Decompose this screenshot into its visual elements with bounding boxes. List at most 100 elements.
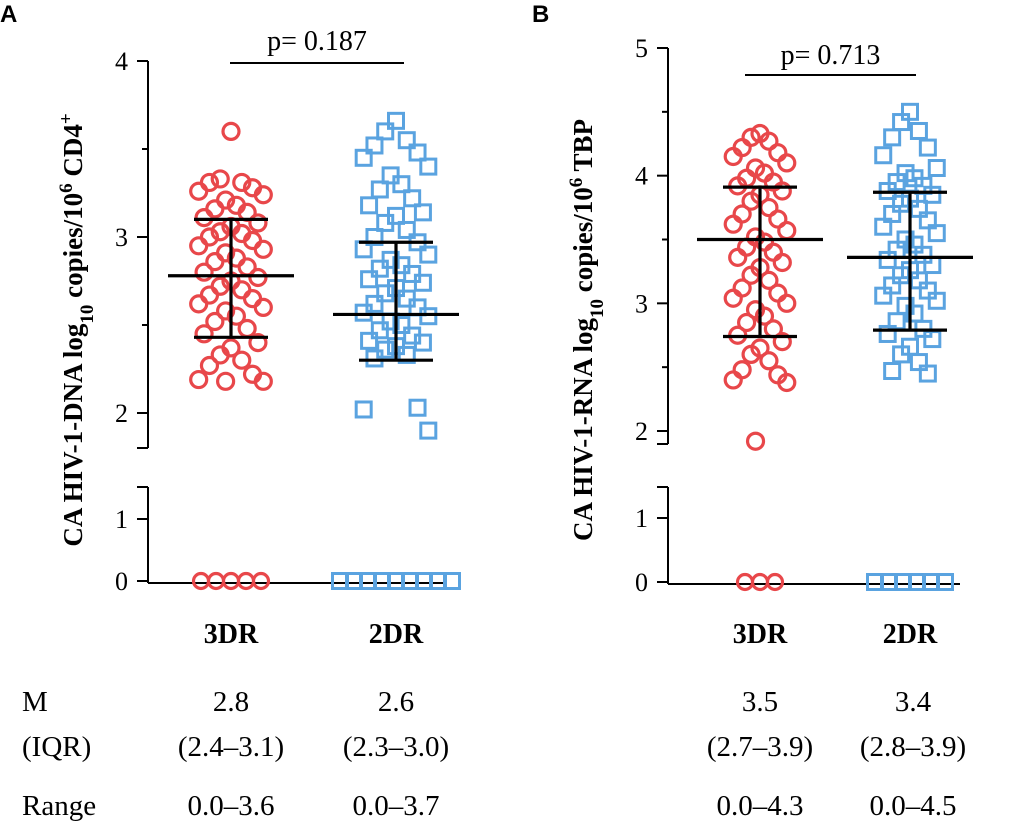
data-point-b-2dr: [874, 217, 893, 236]
data-point-b-2dr: [927, 224, 946, 243]
data-point-b-3dr: [777, 220, 797, 241]
data-point-a-3dr: [189, 236, 209, 256]
data-point-a-3dr: [253, 371, 273, 391]
panel-b-plot: 2 3 4 5 0 1 3DR 2DR p= 0.713: [635, 34, 973, 650]
data-point-a-2dr: [370, 259, 389, 278]
data-point-b-2dr: [883, 128, 902, 147]
data-point-a-3dr: [205, 252, 225, 272]
data-point-a-2dr: [360, 196, 379, 215]
y-tick-label-a-1: 1: [115, 505, 128, 534]
data-point-a-3dr: [216, 371, 236, 391]
y-tick-label-a-0: 0: [115, 567, 128, 596]
zero-point-a-3dr: [236, 571, 256, 591]
zero-point-a-3dr: [191, 571, 211, 591]
data-point-a-2dr: [397, 131, 416, 150]
row-label-range: Range: [22, 790, 96, 822]
data-point-a-2dr: [413, 273, 432, 292]
stat-b-2dr-range: 0.0–4.5: [870, 790, 957, 822]
y-axis-label-b: CA HIV-1-RNA log10 copies/106 TBP: [566, 119, 608, 541]
data-point-b-3dr: [737, 237, 757, 257]
data-point-b-3dr: [732, 278, 752, 298]
data-point-a-3dr: [248, 267, 268, 288]
y-tick-label-b-4: 4: [635, 162, 648, 191]
data-point-a-3dr: [237, 318, 257, 339]
data-point-a-2dr: [354, 148, 373, 167]
data-point-a-3dr: [242, 289, 263, 309]
data-point-a-3dr: [199, 285, 220, 305]
y-tick-label-b-2: 2: [635, 417, 648, 446]
data-point-b-2dr: [927, 291, 946, 310]
data-point-b-3dr: [772, 252, 792, 273]
data-point-a-2dr: [397, 220, 416, 239]
data-point-b-3dr: [759, 351, 779, 371]
data-point-b-2dr: [923, 185, 942, 204]
data-point-a-3dr: [194, 324, 214, 344]
data-point-a-3dr: [253, 297, 273, 317]
stat-b-2dr-iqr: (2.8–3.9): [860, 731, 966, 763]
stats-table: M (IQR) Range 2.8 (2.4–3.1) 0.0–3.6 2.6 …: [22, 686, 966, 822]
y-tick-label-b-0: 0: [635, 568, 648, 597]
x-category-label-b-2dr: 2DR: [883, 619, 938, 650]
data-point-b-3dr: [777, 293, 797, 313]
x-category-label-b-3dr: 3DR: [733, 619, 788, 650]
data-point-a-2dr: [376, 213, 395, 232]
data-point-a-3dr: [194, 262, 214, 282]
data-point-a-3dr: [199, 172, 220, 193]
data-point-b-3dr: [741, 344, 761, 364]
data-point-b-2dr: [927, 159, 946, 178]
data-point-a-2dr: [419, 245, 438, 264]
stat-a-3dr-median: 2.8: [213, 686, 249, 718]
data-point-b-2dr: [883, 361, 902, 380]
data-point-a-3dr: [221, 121, 241, 141]
y-tick-label-a-3: 3: [115, 223, 128, 252]
data-point-b-3dr: [723, 288, 743, 308]
panel-letter-a: A: [0, 1, 17, 28]
stat-a-3dr-range: 0.0–3.6: [188, 790, 275, 822]
stat-b-3dr-median: 3.5: [742, 686, 778, 718]
data-point-a-3dr: [232, 172, 252, 193]
data-point-b-3dr: [723, 146, 743, 167]
data-point-b-2dr: [918, 364, 937, 383]
data-point-b-3dr: [768, 143, 788, 163]
data-point-b-3dr: [737, 312, 757, 333]
data-point-a-3dr: [232, 280, 252, 300]
data-point-a-2dr: [392, 175, 411, 194]
data-point-a-2dr: [419, 157, 438, 176]
data-point-a-3dr: [210, 222, 230, 242]
data-point-b-3dr: [754, 306, 775, 326]
data-point-a-3dr: [189, 369, 209, 390]
y-axis-label-a: CA HIV-1-DNA log10 copies/106 CD4+: [56, 113, 98, 546]
data-point-a-3dr: [199, 355, 220, 376]
data-point-a-2dr: [419, 307, 438, 326]
zero-point-a-2dr: [443, 572, 461, 590]
data-point-a-2dr: [365, 228, 384, 246]
data-point-a-2dr: [370, 180, 389, 199]
p-value-label-b: p= 0.713: [781, 40, 881, 71]
x-category-label-a-3dr: 3DR: [204, 619, 259, 650]
stat-b-3dr-range: 0.0–4.3: [717, 790, 804, 822]
data-point-b-2dr: [918, 138, 937, 157]
data-point-a-3dr: [194, 208, 214, 228]
data-point-a-3dr: [232, 350, 252, 370]
zero-point-a-3dr: [221, 571, 241, 591]
panel-letter-b: B: [532, 1, 549, 28]
stat-a-2dr-range: 0.0–3.7: [353, 790, 440, 822]
data-point-a-2dr: [408, 143, 427, 162]
zero-point-a-3dr: [251, 571, 271, 591]
data-point-b-2dr: [909, 121, 928, 140]
y-tick-label-b-3: 3: [635, 289, 648, 318]
y-tick-label-a-2: 2: [115, 399, 128, 428]
data-point-a-2dr: [370, 321, 389, 340]
data-point-a-3dr: [189, 294, 209, 314]
y-tick-label-b-1: 1: [635, 504, 648, 533]
data-point-a-3dr: [248, 333, 268, 353]
stat-a-3dr-iqr: (2.4–3.1): [178, 731, 284, 763]
data-point-a-2dr: [360, 270, 379, 289]
data-point-a-2dr: [413, 333, 432, 352]
data-point-a-2dr: [392, 316, 411, 334]
data-point-b-2dr: [874, 146, 893, 165]
row-label-iqr: (IQR): [22, 731, 91, 763]
data-point-b-3dr: [763, 242, 783, 262]
data-point-a-3dr: [226, 306, 246, 326]
data-point-a-2dr: [365, 136, 384, 155]
